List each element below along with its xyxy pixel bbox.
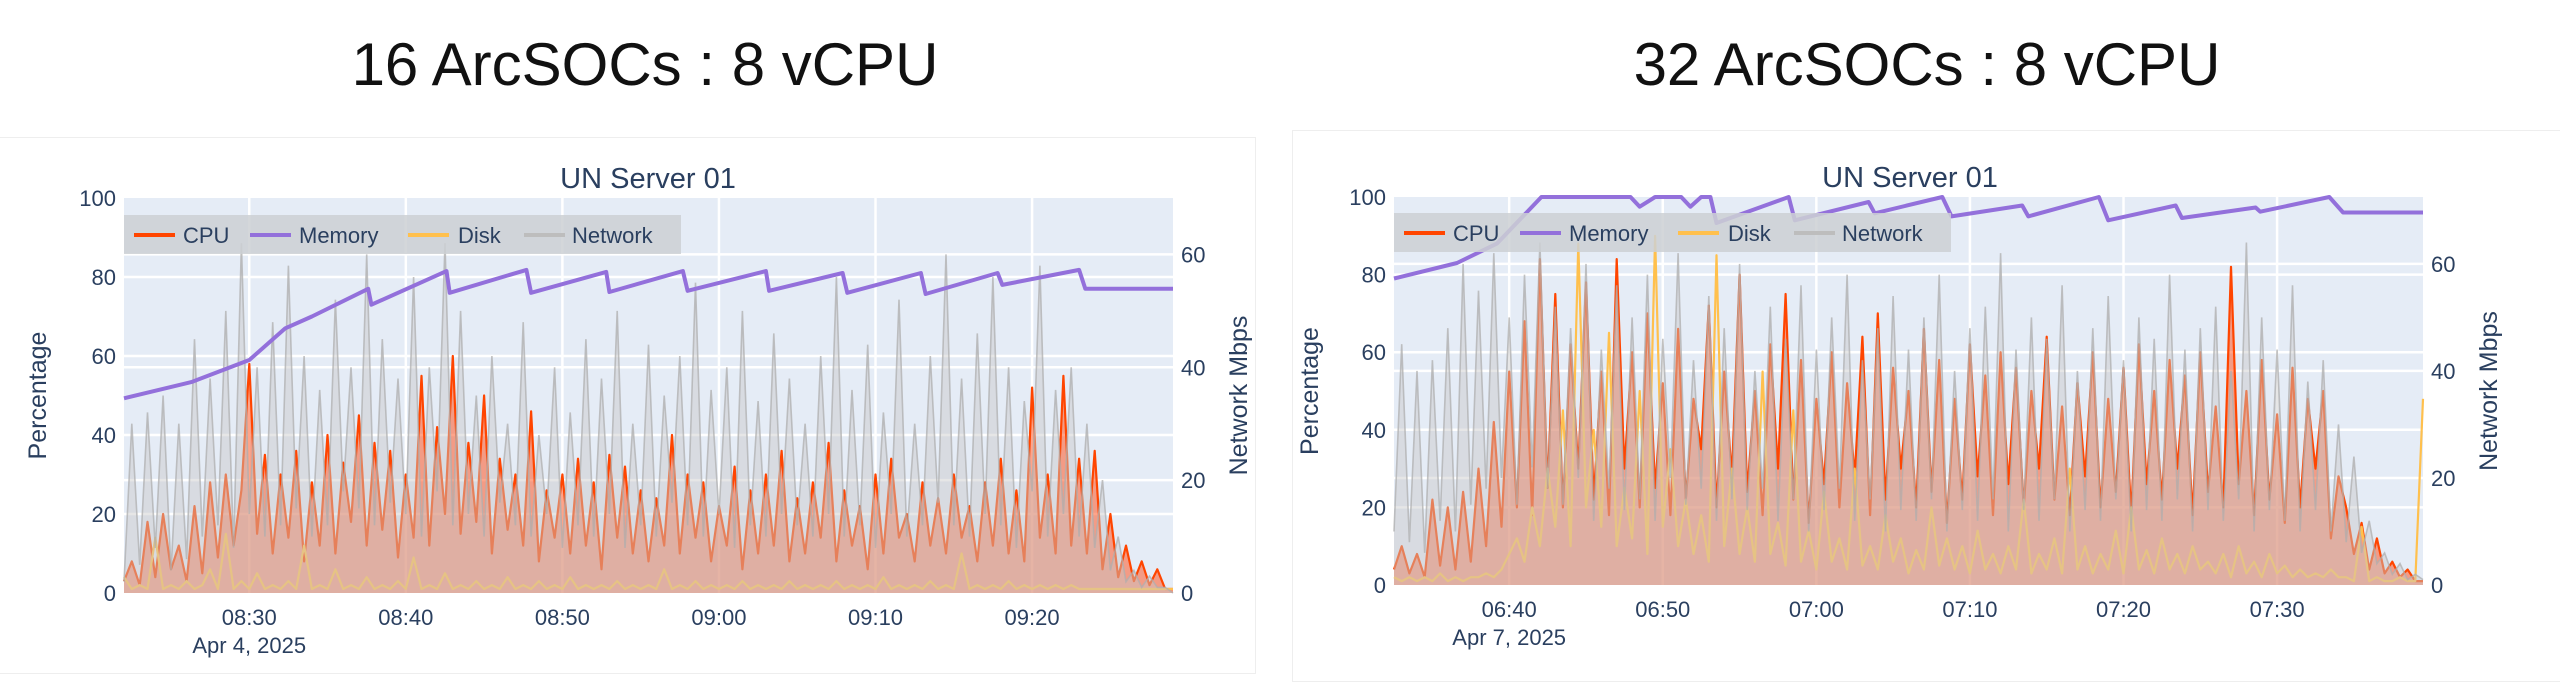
legend-label: Disk: [1728, 221, 1772, 246]
y2-tick-label: 20: [1181, 468, 1205, 493]
legend: CPU Memory Disk Network: [1394, 213, 1951, 252]
y-axis-title: Percentage: [1296, 327, 1324, 455]
legend-background: [124, 215, 681, 254]
series-line-memory: [1393, 195, 2423, 281]
legend-item-memory[interactable]: Memory: [250, 223, 378, 248]
y-tick-label: 0: [1374, 573, 1386, 598]
y-tick-label: 80: [92, 265, 116, 290]
legend-item-disk[interactable]: Disk: [408, 223, 502, 248]
y2-tick-label: 0: [2431, 573, 2443, 598]
y2-axis-title: Network Mbps: [2475, 311, 2503, 471]
legend-label: CPU: [1453, 221, 1499, 246]
x-tick-label: 09:00: [691, 605, 746, 630]
legend: CPU Memory Disk Network: [124, 215, 681, 254]
y-tick-label: 0: [104, 581, 116, 606]
y2-axis-title: Network Mbps: [1225, 316, 1253, 476]
y2-tick-label: 40: [1181, 355, 1205, 380]
x-tick-label: 06:40: [1482, 597, 1537, 622]
legend-label: CPU: [183, 223, 229, 248]
legend-background: [1394, 213, 1951, 252]
legend-label: Network: [1842, 221, 1924, 246]
x-tick-label: 08:50: [535, 605, 590, 630]
series-area-network: [1394, 242, 2423, 585]
y-tick-label: 60: [1362, 340, 1386, 365]
y2-tick-label: 20: [2431, 466, 2455, 491]
series-line-cpu: [122, 354, 1173, 591]
y-tick-label: 20: [1362, 495, 1386, 520]
series-line-memory: [123, 267, 1173, 401]
x-tick-label: 07:10: [1942, 597, 1997, 622]
y-tick-label: 40: [1362, 418, 1386, 443]
series-area-cpu: [124, 356, 1173, 593]
series-line-network: [123, 243, 1174, 594]
y2-tick-label: 60: [1181, 242, 1205, 267]
x-date-label: Apr 7, 2025: [1452, 625, 1566, 650]
y2-tick-label: 40: [2431, 359, 2455, 384]
legend-item-memory[interactable]: Memory: [1520, 221, 1648, 246]
legend-item-disk[interactable]: Disk: [1678, 221, 1772, 246]
legend-item-cpu[interactable]: CPU: [134, 223, 229, 248]
legend-label: Memory: [1569, 221, 1648, 246]
x-tick-label: 08:30: [222, 605, 277, 630]
x-tick-label: 07:20: [2096, 597, 2151, 622]
panel-heading-32-arcsocs: 32 ArcSOCs : 8 vCPU: [1633, 31, 2221, 98]
x-tick-label: 09:20: [1005, 605, 1060, 630]
y2-tick-label: 0: [1181, 581, 1193, 606]
x-tick-label: 09:10: [848, 605, 903, 630]
panel-heading-16-arcsocs: 16 ArcSOCs : 8 vCPU: [351, 31, 939, 98]
chart-title: UN Server 01: [560, 163, 736, 195]
y-axis-title: Percentage: [24, 332, 52, 460]
y-tick-label: 100: [79, 186, 116, 211]
legend-label: Network: [572, 223, 654, 248]
chart-title: UN Server 01: [1822, 162, 1998, 194]
x-tick-label: 06:50: [1635, 597, 1690, 622]
legend-label: Memory: [299, 223, 378, 248]
x-date-label: Apr 4, 2025: [192, 633, 306, 658]
series-line-network: [1393, 242, 2424, 581]
legend-item-network[interactable]: Network: [524, 223, 654, 248]
legend-item-cpu[interactable]: CPU: [1404, 221, 1499, 246]
y-tick-label: 20: [92, 502, 116, 527]
legend-item-network[interactable]: Network: [1794, 221, 1924, 246]
y-tick-label: 80: [1362, 263, 1386, 288]
y-tick-label: 40: [92, 423, 116, 448]
series-area-network: [124, 243, 1173, 593]
y2-tick-label: 60: [2431, 252, 2455, 277]
x-tick-label: 07:00: [1789, 597, 1844, 622]
series-line-disk: [123, 532, 1173, 591]
legend-label: Disk: [458, 223, 502, 248]
y-tick-label: 60: [92, 344, 116, 369]
x-tick-label: 08:40: [378, 605, 433, 630]
series-area-cpu: [1394, 259, 2423, 585]
x-tick-label: 07:30: [2250, 597, 2305, 622]
y-tick-label: 100: [1349, 185, 1386, 210]
